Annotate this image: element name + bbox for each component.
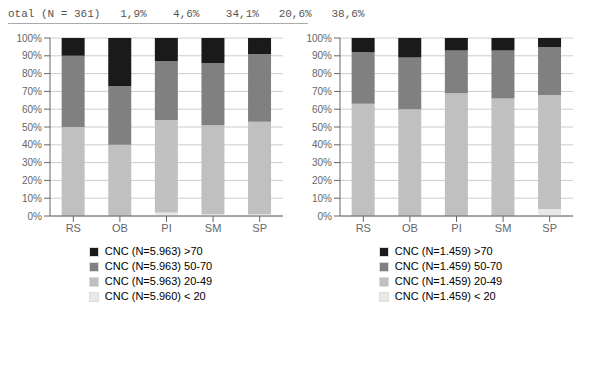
- svg-text:90%: 90%: [22, 50, 42, 61]
- svg-text:40%: 40%: [22, 139, 42, 150]
- html-text:CNC (N=1.459) >70: CNC (N=1.459) >70: [394, 245, 493, 257]
- html-text:CNC (N=5.963) 50-70: CNC (N=5.963) 50-70: [104, 260, 213, 272]
- svg-text:60%: 60%: [312, 104, 332, 115]
- html-text:CNC (N=5.960) < 20: CNC (N=5.960) < 20: [104, 290, 206, 302]
- svg-text:50%: 50%: [22, 122, 42, 133]
- svg-text:0%: 0%: [28, 211, 43, 222]
- html-text:otal (N = 361) 1,9% 4,6% 34,1%: otal (N = 361) 1,9% 4,6% 34,1% 20,6% 38,…: [8, 8, 365, 20]
- svg-text:RS: RS: [356, 222, 371, 234]
- svg-text:30%: 30%: [312, 157, 332, 168]
- svg-text:90%: 90%: [312, 50, 332, 61]
- svg-text:40%: 40%: [312, 139, 332, 150]
- svg-text:80%: 80%: [22, 68, 42, 79]
- svg-text:100%: 100%: [16, 33, 42, 44]
- svg-text:0%: 0%: [318, 211, 333, 222]
- svg-text:70%: 70%: [22, 86, 42, 97]
- html-text:CNC (N=1.459) 50-70: CNC (N=1.459) 50-70: [394, 260, 503, 272]
- svg-text:80%: 80%: [312, 68, 332, 79]
- svg-text:SP: SP: [252, 222, 267, 234]
- html-text:CNC (N=1.459) < 20: CNC (N=1.459) < 20: [394, 290, 496, 302]
- svg-text:PI: PI: [451, 222, 461, 234]
- html-text:CNC (N=5.963) 20-49: CNC (N=5.963) 20-49: [104, 275, 213, 287]
- svg-text:SM: SM: [205, 222, 222, 234]
- svg-text:20%: 20%: [22, 175, 42, 186]
- svg-text:70%: 70%: [312, 86, 332, 97]
- svg-text:30%: 30%: [22, 157, 42, 168]
- html-text:CNC (N=5.963) >70: CNC (N=5.963) >70: [104, 245, 203, 257]
- svg-text:50%: 50%: [312, 122, 332, 133]
- svg-text:SM: SM: [495, 222, 512, 234]
- html-text:CNC (N=1.459) 20-49: CNC (N=1.459) 20-49: [394, 275, 503, 287]
- svg-text:OB: OB: [112, 222, 128, 234]
- svg-text:PI: PI: [161, 222, 171, 234]
- svg-text:20%: 20%: [312, 175, 332, 186]
- svg-text:RS: RS: [66, 222, 81, 234]
- svg-text:SP: SP: [542, 222, 557, 234]
- svg-text:10%: 10%: [312, 193, 332, 204]
- svg-text:100%: 100%: [306, 33, 332, 44]
- svg-text:OB: OB: [402, 222, 418, 234]
- svg-text:60%: 60%: [22, 104, 42, 115]
- svg-text:10%: 10%: [22, 193, 42, 204]
